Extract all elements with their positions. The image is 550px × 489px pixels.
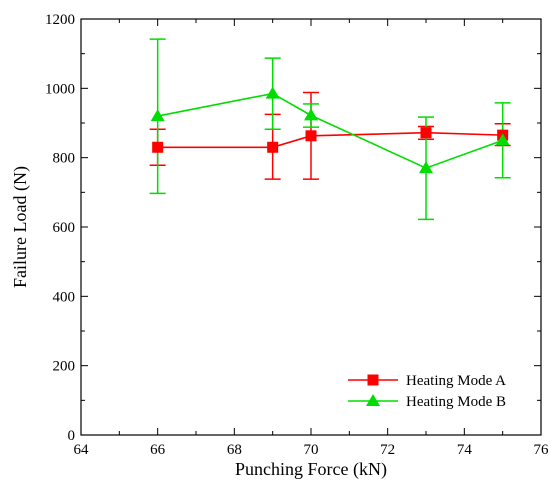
x-tick-label: 70 xyxy=(304,442,319,458)
y-tick-label: 600 xyxy=(53,220,76,236)
axis-ticks xyxy=(80,18,542,436)
x-tick-label: 76 xyxy=(534,442,550,458)
legend-item-a-label: Heating Mode A xyxy=(406,373,506,389)
series-a-point xyxy=(305,130,317,142)
series-lines xyxy=(157,92,503,169)
error-bars xyxy=(149,38,511,221)
y-tick-labels: 0 200 400 600 800 1000 1200 xyxy=(45,12,75,444)
legend-item-a-marker xyxy=(367,374,379,386)
x-tick-label: 66 xyxy=(150,442,166,458)
series-a-point xyxy=(152,141,164,153)
x-tick-label: 74 xyxy=(457,442,473,458)
x-tick-label: 68 xyxy=(227,442,242,458)
series-a-line xyxy=(157,131,503,149)
series-a-point xyxy=(267,141,279,153)
x-tick-label: 72 xyxy=(380,442,395,458)
x-axis-label: Punching Force (kN) xyxy=(235,459,387,480)
x-tick-label: 64 xyxy=(74,442,90,458)
y-tick-label: 0 xyxy=(68,428,76,444)
legend-item-b-label: Heating Mode B xyxy=(406,394,506,410)
y-tick-label: 800 xyxy=(53,151,76,167)
y-tick-label: 1000 xyxy=(45,81,75,97)
series-b-point xyxy=(495,133,510,146)
y-tick-label: 200 xyxy=(53,359,76,375)
legend: Heating Mode A Heating Mode B xyxy=(348,373,506,410)
y-tick-label: 1200 xyxy=(45,12,75,28)
series-a-point xyxy=(420,127,432,139)
series-b-line xyxy=(157,92,503,169)
series-b-point xyxy=(304,108,318,121)
series-b-point xyxy=(265,86,280,99)
series-markers xyxy=(150,86,510,174)
x-tick-labels: 64 66 68 70 72 74 76 xyxy=(74,442,550,458)
y-axis-label: Failure Load (N) xyxy=(10,166,31,288)
legend-item-b-marker xyxy=(366,394,380,407)
series-b-point xyxy=(150,109,165,122)
series-b-point xyxy=(419,161,433,174)
y-tick-label: 400 xyxy=(53,289,76,305)
